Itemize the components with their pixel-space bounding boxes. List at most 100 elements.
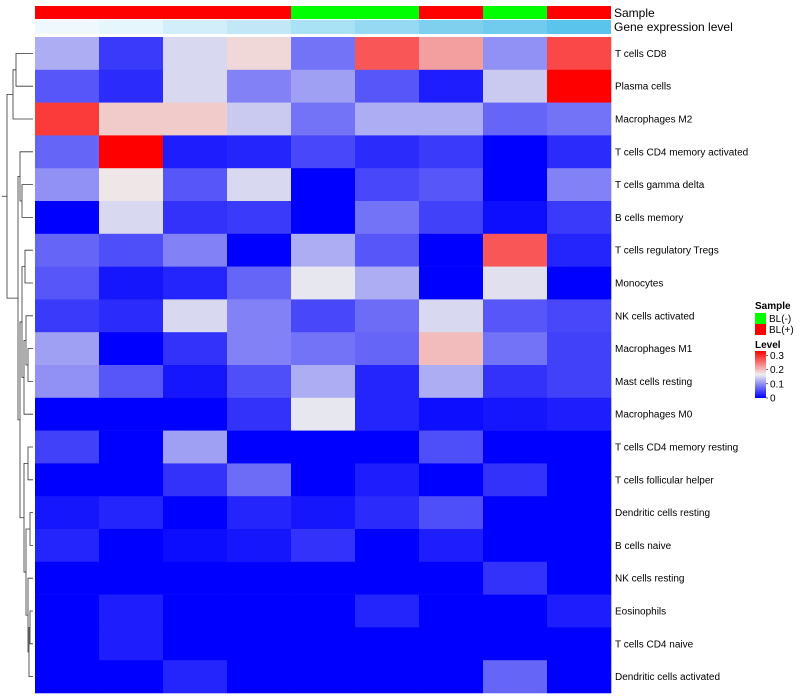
- heatmap-cell: [99, 201, 164, 235]
- heatmap-cell: [99, 397, 164, 431]
- dendrogram-branch: [24, 249, 33, 284]
- heatmap-cell: [483, 201, 548, 235]
- heatmap-cell: [483, 299, 548, 333]
- heatmap-cell: [99, 430, 164, 464]
- heatmap-cell: [419, 430, 484, 464]
- heatmap-cell: [291, 266, 356, 300]
- heatmap-cell: [35, 397, 100, 431]
- heatmap-cell: [355, 660, 420, 694]
- heatmap-cell: [291, 69, 356, 103]
- heatmap-cell: [291, 37, 356, 71]
- heatmap-cell: [163, 201, 228, 235]
- legend-label-bl-neg: BL(-): [769, 314, 791, 325]
- heatmap-cell: [547, 233, 612, 267]
- heatmap-cell: [355, 37, 420, 71]
- heatmap-cell: [163, 365, 228, 399]
- heatmap-cell: [163, 168, 228, 202]
- heatmap-cell: [419, 496, 484, 530]
- heatmap-cell: [99, 529, 164, 563]
- heatmap-cell: [163, 397, 228, 431]
- row-label: T cells CD8: [615, 49, 667, 60]
- heatmap-cell: [419, 463, 484, 497]
- heatmap-cell: [355, 102, 420, 136]
- heatmap-cell: [547, 529, 612, 563]
- heatmap-cell: [419, 135, 484, 169]
- sample-legend-title: Sample: [755, 301, 791, 312]
- row-label: B cells memory: [615, 213, 683, 224]
- heatmap-cell: [291, 201, 356, 235]
- heatmap-cell: [547, 430, 612, 464]
- heatmap-cell: [163, 529, 228, 563]
- dendrogram-branch: [29, 512, 33, 546]
- heatmap-cell: [419, 660, 484, 694]
- heatmap-cell: [99, 135, 164, 169]
- row-labels: T cells CD8 Plasma cells Macrophages M2 T c…: [615, 49, 748, 683]
- heatmap-cell: [291, 299, 356, 333]
- heatmap-cell: [483, 594, 548, 628]
- heatmap-cell: [227, 561, 292, 595]
- dendrogram-branch: [27, 348, 33, 382]
- heatmap-cell: [291, 397, 356, 431]
- sample-annotation-cell: [419, 6, 483, 19]
- heatmap-cell: [163, 430, 228, 464]
- heatmap-cell: [483, 627, 548, 661]
- level-legend: Level 0.3 0.2 0.1 0: [755, 340, 784, 405]
- heatmap-cell: [355, 201, 420, 235]
- heatmap-cell: [419, 37, 484, 71]
- heatmap-cell: [483, 233, 548, 267]
- heatmap-cell: [483, 496, 548, 530]
- sample-annotation-cell: [355, 6, 419, 19]
- heatmap-cell: [355, 135, 420, 169]
- heatmap-cell: [547, 561, 612, 595]
- heatmap-cell: [355, 397, 420, 431]
- level-tick-label: 0.1: [770, 379, 784, 390]
- heatmap-cell: [227, 463, 292, 497]
- heatmap-cell: [483, 332, 548, 366]
- heatmap-cell: [291, 365, 356, 399]
- heatmap-cell: [419, 529, 484, 563]
- heatmap-cell: [227, 201, 292, 235]
- heatmap-cell: [227, 496, 292, 530]
- heatmap-cell: [419, 168, 484, 202]
- dendrogram-branch: [21, 184, 33, 218]
- heatmap-cell: [291, 332, 356, 366]
- heatmap-cell: [547, 102, 612, 136]
- heatmap-cell: [163, 135, 228, 169]
- heatmap-cell: [35, 594, 100, 628]
- row-label: Plasma cells: [615, 82, 671, 93]
- row-label: T cells CD4 memory resting: [615, 443, 738, 454]
- gene-expression-annotation-cell: [99, 20, 163, 34]
- heatmap-cell: [419, 627, 484, 661]
- heatmap-cell: [419, 233, 484, 267]
- heatmap-cell: [35, 332, 100, 366]
- heatmap-cell: [547, 332, 612, 366]
- heatmap-cell: [355, 168, 420, 202]
- heatmap-cell: [227, 299, 292, 333]
- heatmap-cell: [547, 365, 612, 399]
- row-label: T cells gamma delta: [615, 180, 705, 191]
- heatmap-cell: [99, 233, 164, 267]
- gene-expression-annotation-track: [35, 20, 611, 34]
- heatmap-cell: [35, 660, 100, 694]
- heatmap-cell: [419, 397, 484, 431]
- heatmap-cell: [99, 561, 164, 595]
- level-tick-label: 0.3: [770, 351, 784, 362]
- heatmap-cell: [227, 627, 292, 661]
- heatmap-cell: [291, 496, 356, 530]
- heatmap-cell: [35, 201, 100, 235]
- gene-expression-annotation-cell: [35, 20, 99, 34]
- heatmap-cell: [355, 266, 420, 300]
- sample-annotation-cell: [35, 6, 99, 19]
- heatmap-cell: [419, 332, 484, 366]
- row-label: T cells regulatory Tregs: [615, 246, 719, 257]
- heatmap-cell: [483, 102, 548, 136]
- heatmap-cell: [355, 332, 420, 366]
- heatmap-cell: [419, 69, 484, 103]
- heatmap-cell: [227, 135, 292, 169]
- heatmap-cell: [163, 660, 228, 694]
- heatmap-cell: [227, 266, 292, 300]
- sample-track-label: Sample: [614, 6, 655, 20]
- heatmap-cell: [355, 463, 420, 497]
- sample-annotation-cell: [99, 6, 163, 19]
